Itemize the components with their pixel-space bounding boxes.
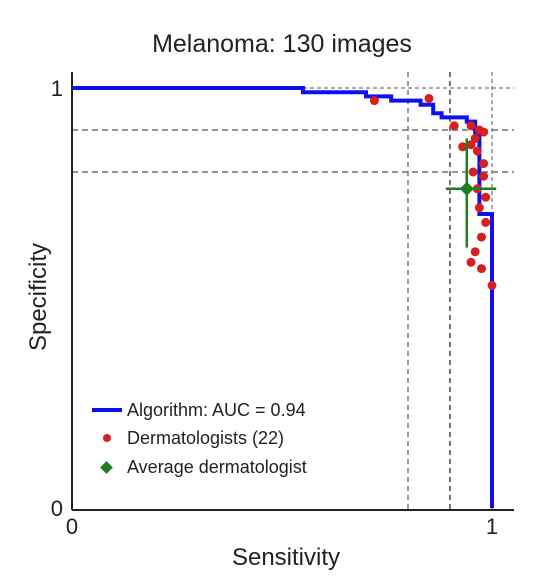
axes bbox=[71, 72, 514, 511]
dermatologist-point bbox=[466, 140, 476, 150]
dermatologist-point bbox=[466, 121, 476, 131]
dermatologist-points bbox=[369, 94, 497, 290]
x-tick-label-1: 1 bbox=[486, 514, 498, 539]
legend-algorithm-label: Algorithm: AUC = 0.94 bbox=[127, 400, 306, 420]
dermatologist-point bbox=[479, 159, 489, 169]
legend-average-swatch bbox=[100, 461, 113, 474]
x-axis-label: Sensitivity bbox=[232, 544, 340, 571]
dermatologist-point bbox=[474, 203, 484, 213]
dermatologist-point bbox=[470, 247, 480, 257]
legend-average-label: Average dermatologist bbox=[127, 457, 307, 477]
y-tick-label-1: 1 bbox=[51, 76, 63, 101]
dermatologist-point bbox=[481, 217, 491, 227]
dermatologist-point bbox=[458, 142, 468, 152]
dermatologist-point bbox=[468, 167, 478, 177]
y-tick-label-0: 0 bbox=[51, 496, 63, 521]
average-dermatologist-point bbox=[459, 181, 474, 196]
legend-dermatologists-swatch bbox=[103, 434, 111, 442]
tick-labels: 0 1 0 1 bbox=[51, 76, 498, 539]
dermatologist-point bbox=[479, 171, 489, 181]
dermatologist-point bbox=[449, 121, 459, 131]
legend-dermatologists-label: Dermatologists (22) bbox=[127, 428, 284, 448]
dermatologist-point bbox=[481, 192, 491, 202]
dermatologist-point bbox=[424, 94, 434, 103]
dermatologist-point bbox=[487, 280, 497, 290]
dermatologist-point bbox=[479, 127, 489, 137]
chart-title: Melanoma: 130 images bbox=[152, 30, 412, 58]
legend: Algorithm: AUC = 0.94 Dermatologists (22… bbox=[92, 400, 307, 477]
dermatologist-point bbox=[369, 96, 379, 106]
dermatologist-point bbox=[472, 146, 482, 156]
y-axis-label: Specificity bbox=[25, 243, 52, 351]
dermatologist-point bbox=[466, 257, 476, 267]
dermatologist-point bbox=[477, 264, 486, 274]
dermatologist-point bbox=[477, 232, 486, 242]
x-tick-label-0: 0 bbox=[66, 514, 78, 539]
average-dermatologist-marker bbox=[445, 138, 497, 248]
